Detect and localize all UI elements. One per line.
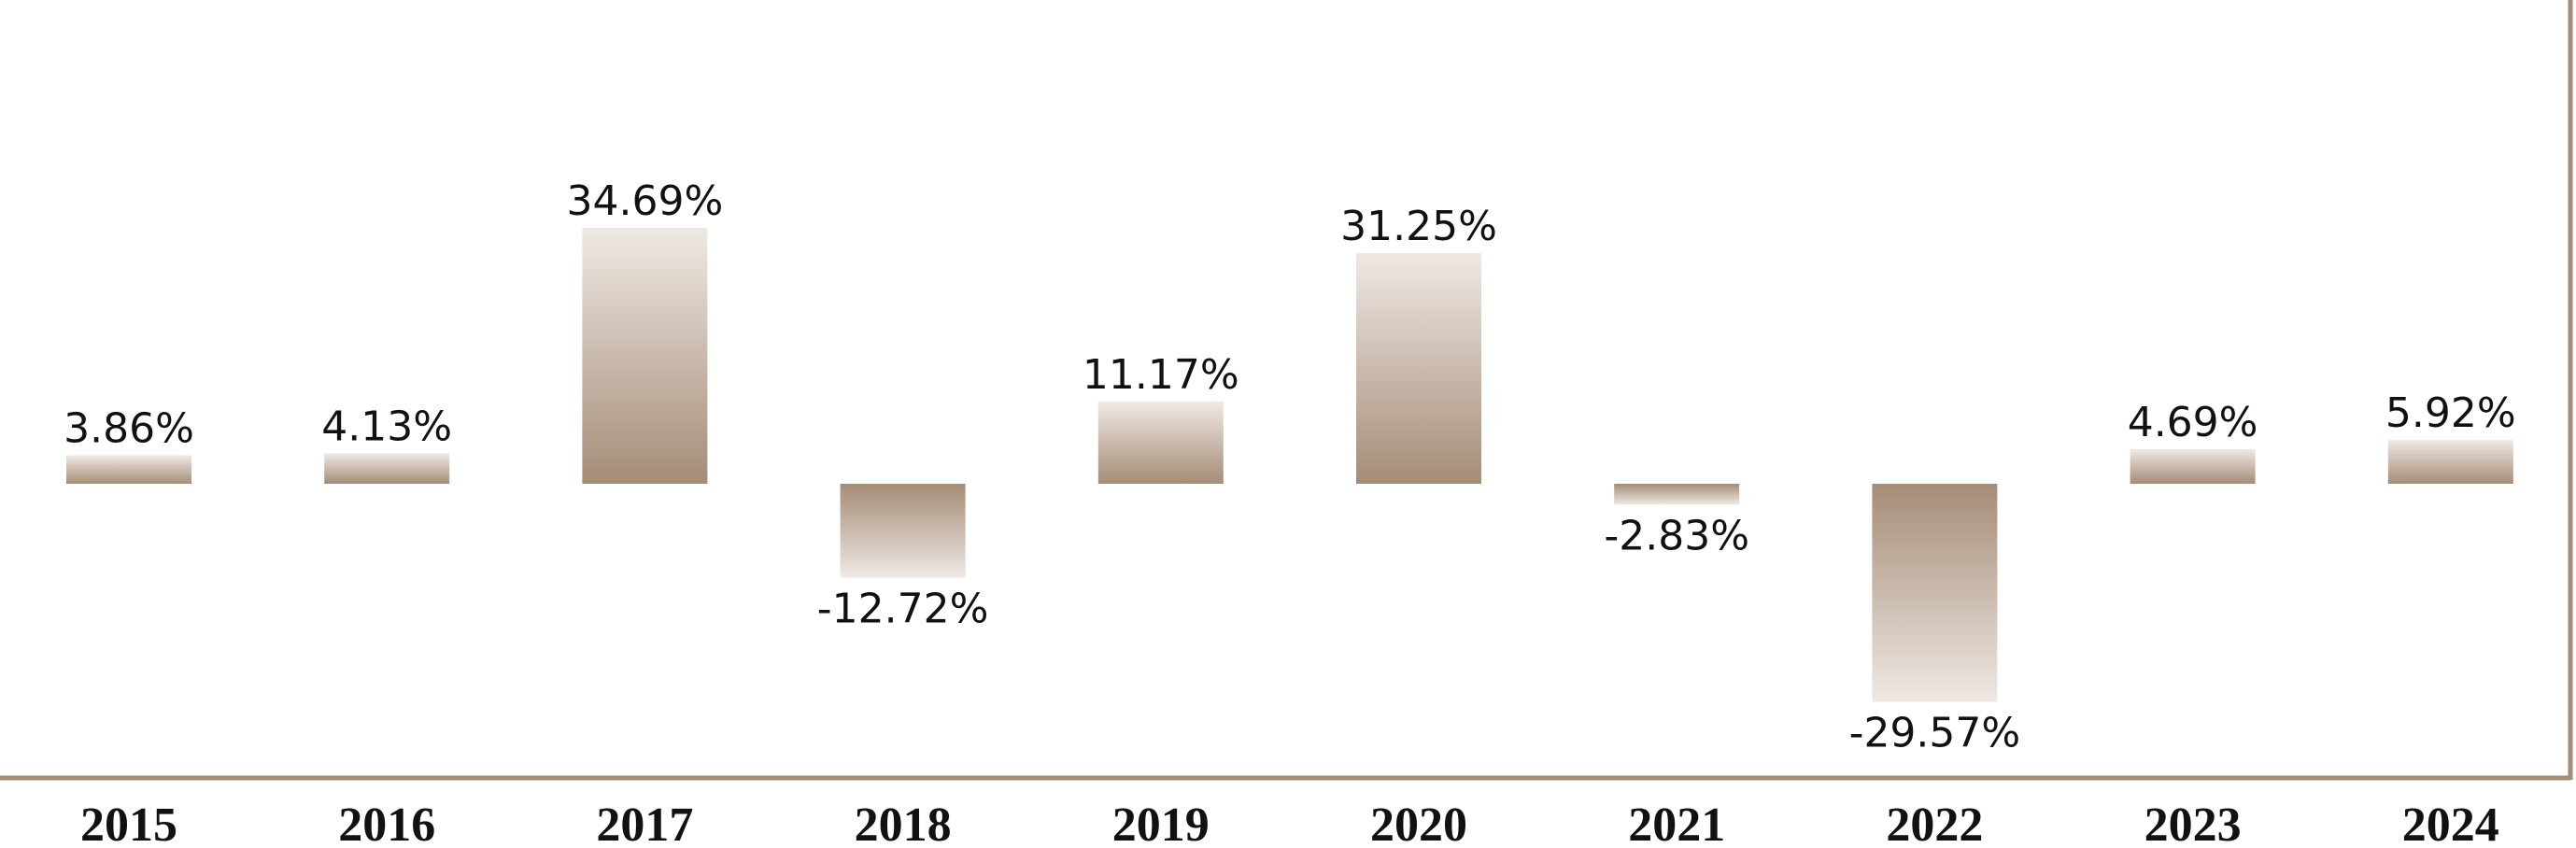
x-tick-label-2023: 2023 xyxy=(2144,799,2242,848)
bar-2024 xyxy=(2387,440,2513,484)
bar-2019 xyxy=(1097,401,1224,484)
x-tick-label-2024: 2024 xyxy=(2402,799,2499,848)
value-label-2022: -29.57% xyxy=(1849,710,2021,757)
bar-2015 xyxy=(66,455,191,484)
x-tick-label-2016: 2016 xyxy=(338,799,435,848)
bar-2016 xyxy=(324,453,450,484)
chart-frame xyxy=(0,0,2573,781)
x-tick-label-2015: 2015 xyxy=(80,799,177,848)
value-label-2021: -2.83% xyxy=(1604,512,1749,559)
bar-2021 xyxy=(1614,484,1740,505)
value-label-2015: 3.86% xyxy=(64,405,194,453)
value-label-2019: 11.17% xyxy=(1083,351,1239,399)
value-label-2017: 34.69% xyxy=(567,177,724,225)
x-tick-label-2020: 2020 xyxy=(1370,799,1467,848)
value-label-2024: 5.92% xyxy=(2385,389,2516,437)
x-tick-label-2022: 2022 xyxy=(1886,799,1983,848)
x-tick-label-2017: 2017 xyxy=(596,799,693,848)
bar-2017 xyxy=(582,227,708,484)
value-label-2020: 31.25% xyxy=(1340,203,1497,250)
bars-layer xyxy=(66,227,2513,702)
x-tick-label-2021: 2021 xyxy=(1628,799,1725,848)
value-label-2018: -12.72% xyxy=(817,586,989,633)
x-tick-label-2019: 2019 xyxy=(1112,799,1210,848)
value-labels-layer: 3.86% 4.13% 34.69% -12.72% 11.17% 31.25% -2.83… xyxy=(64,177,2516,757)
bar-2020 xyxy=(1356,253,1481,484)
value-label-2016: 4.13% xyxy=(321,403,452,450)
bar-2022 xyxy=(1872,484,1998,702)
bar-2023 xyxy=(2130,448,2256,484)
x-axis-tick-labels: 2015 2016 2017 2018 2019 2020 2021 2022 2023 2024 xyxy=(80,799,2499,848)
value-label-2023: 4.69% xyxy=(2128,399,2258,446)
bar-2018 xyxy=(840,484,966,578)
x-tick-label-2018: 2018 xyxy=(855,799,952,848)
